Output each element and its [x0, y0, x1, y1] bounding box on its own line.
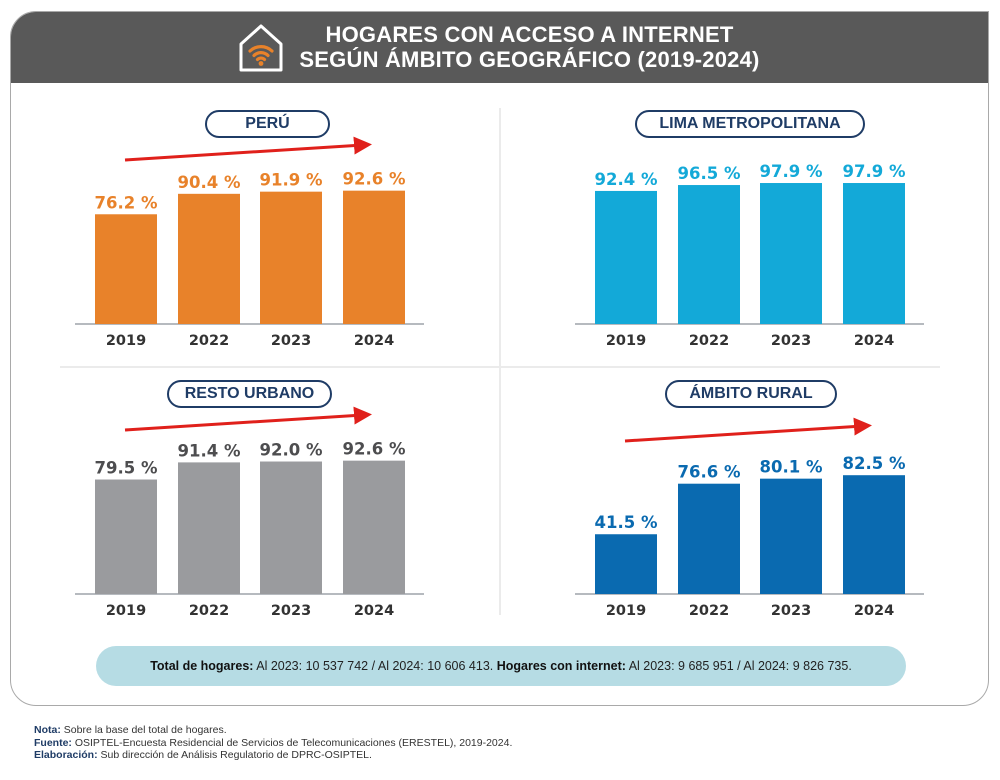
bar-2019	[595, 190, 657, 324]
tick-label-2019: 2019	[106, 333, 146, 349]
data-label-2019: 79.5 %	[95, 459, 158, 478]
bar-2022	[178, 193, 240, 324]
fuente-label: Fuente:	[34, 736, 72, 749]
nota-text: Sobre la base del total de hogares.	[60, 724, 227, 736]
hogares-internet-label: Hogares con internet:	[496, 659, 626, 673]
bar-2019	[595, 534, 657, 594]
bar-2023	[760, 183, 822, 324]
hogares-internet-text: Al 2023: 9 685 951 / Al 2024: 9 826 735.	[625, 659, 852, 673]
bar-2022	[678, 185, 740, 324]
data-label-2024: 92.6 %	[343, 440, 406, 459]
horizontal-divider	[60, 366, 940, 368]
summary-box: Total de hogares: Al 2023: 10 537 742 / …	[96, 646, 906, 686]
trend-arrow	[624, 417, 872, 443]
note-line: Nota: Sobre la base del total de hogares…	[34, 724, 512, 737]
bar-2022	[678, 483, 740, 594]
data-label-2019: 76.2 %	[95, 193, 158, 212]
tick-label-2024: 2024	[354, 603, 394, 619]
header-bar: HOGARES CON ACCESO A INTERNET SEGÚN ÁMBI…	[11, 12, 988, 83]
bar-2023	[260, 191, 322, 324]
data-label-2019: 92.4 %	[595, 170, 658, 189]
bar-chart-lima: 92.4 % 2019 96.5 % 2022 97.9 % 2023 97.9 % 2024	[575, 162, 924, 349]
tick-label-2023: 2023	[271, 603, 311, 619]
tick-label-2022: 2022	[689, 333, 729, 349]
chart-title-pill: ÁMBITO RURAL	[665, 380, 837, 408]
footnotes: Nota: Sobre la base del total de hogares…	[34, 724, 512, 762]
tick-label-2019: 2019	[106, 603, 146, 619]
chart-panel-lima: LIMA METROPOLITANA 92.4 % 2019 96.5 % 2022 9…	[560, 100, 1000, 360]
trend-arrow	[124, 406, 372, 432]
elaboracion-label: Elaboración:	[34, 749, 98, 761]
tick-label-2022: 2022	[689, 603, 729, 619]
tick-label-2024: 2024	[354, 333, 394, 349]
chart-panel-ambito-rural: ÁMBITO RURAL 41.5 % 2019 76.6 % 2022 80.1 % 2…	[560, 370, 1000, 630]
data-label-2022: 76.6 %	[678, 463, 741, 482]
data-label-2023: 97.9 %	[760, 162, 823, 181]
data-label-2022: 91.4 %	[178, 441, 241, 460]
bar-2019	[95, 214, 157, 324]
tick-label-2022: 2022	[189, 333, 229, 349]
bar-2024	[843, 475, 905, 594]
title-line-1: HOGARES CON ACCESO A INTERNET	[325, 22, 734, 47]
bar-chart-ambito-rural: 41.5 % 2019 76.6 % 2022 80.1 % 2023 82.5 % 2024	[575, 417, 924, 619]
chart-title-pill: LIMA METROPOLITANA	[635, 110, 865, 138]
chart-panel-peru: PERÚ 76.2 % 2019 90.4 % 2022 91.9 % 2023 92.6 …	[60, 100, 500, 360]
data-label-2023: 92.0 %	[260, 441, 323, 460]
tick-label-2023: 2023	[771, 603, 811, 619]
data-label-2024: 97.9 %	[843, 162, 906, 181]
total-hogares-text: Al 2023: 10 537 742 / Al 2024: 10 606 41…	[253, 659, 497, 673]
total-hogares-label: Total de hogares:	[150, 659, 254, 673]
tick-label-2024: 2024	[854, 333, 894, 349]
bar-2022	[178, 462, 240, 594]
chart-title-pill: PERÚ	[205, 110, 330, 138]
data-label-2024: 82.5 %	[843, 454, 906, 473]
title-line-2: SEGÚN ÁMBITO GEOGRÁFICO (2019-2024)	[299, 47, 760, 72]
source-line: Fuente: OSIPTEL-Encuesta Residencial de …	[34, 737, 512, 750]
trend-arrow	[124, 136, 372, 162]
tick-label-2022: 2022	[189, 603, 229, 619]
fuente-text: OSIPTEL-Encuesta Residencial de Servicio…	[71, 736, 513, 749]
bar-2024	[843, 183, 905, 324]
page-title: HOGARES CON ACCESO A INTERNET SEGÚN ÁMBI…	[11, 22, 988, 72]
data-label-2019: 41.5 %	[595, 513, 658, 532]
elaboracion-text: Sub dirección de Análisis Regulatorio de…	[97, 749, 372, 761]
data-label-2023: 91.9 %	[260, 171, 323, 190]
nota-label: Nota:	[34, 724, 61, 736]
tick-label-2023: 2023	[271, 333, 311, 349]
bar-2023	[760, 478, 822, 594]
bar-2024	[343, 460, 405, 594]
bar-2023	[260, 461, 322, 594]
data-label-2024: 92.6 %	[343, 170, 406, 189]
bar-2024	[343, 190, 405, 324]
chart-title-pill: RESTO URBANO	[167, 380, 332, 408]
vertical-divider	[499, 108, 501, 615]
bar-chart-peru: 76.2 % 2019 90.4 % 2022 91.9 % 2023 92.6 % 2024	[75, 136, 424, 349]
data-label-2023: 80.1 %	[760, 458, 823, 477]
chart-panel-resto-urbano: RESTO URBANO 79.5 % 2019 91.4 % 2022 92.0 % 2…	[60, 370, 500, 630]
tick-label-2019: 2019	[606, 603, 646, 619]
data-label-2022: 96.5 %	[678, 164, 741, 183]
bar-chart-resto-urbano: 79.5 % 2019 91.4 % 2022 92.0 % 2023 92.6 % 2024	[75, 406, 424, 619]
tick-label-2024: 2024	[854, 603, 894, 619]
tick-label-2019: 2019	[606, 333, 646, 349]
data-label-2022: 90.4 %	[178, 173, 241, 192]
bar-2019	[95, 479, 157, 594]
house-wifi-icon	[239, 24, 283, 72]
elaboration-line: Elaboración: Sub dirección de Análisis R…	[34, 749, 512, 762]
tick-label-2023: 2023	[771, 333, 811, 349]
